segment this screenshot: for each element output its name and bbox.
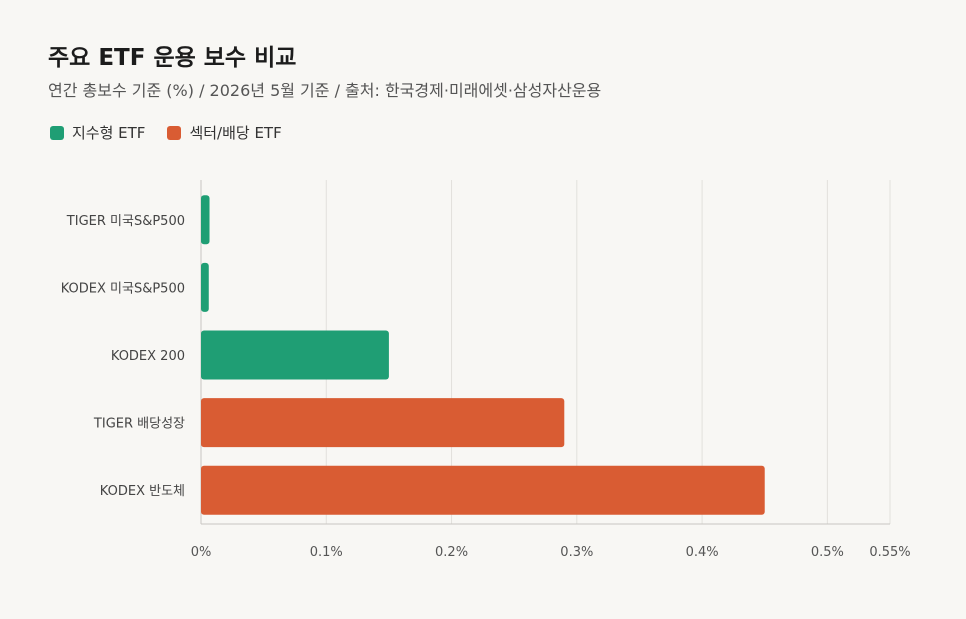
bar [201, 398, 565, 448]
legend: 지수형 ETF 섹터/배당 ETF [50, 122, 304, 143]
legend-item-index-etf: 지수형 ETF [50, 122, 145, 143]
legend-label-index-etf: 지수형 ETF [72, 124, 146, 142]
chart-title: 주요 ETF 운용 보수 비교 [48, 45, 297, 71]
x-tick-label: 0.55% [869, 545, 910, 560]
bar [201, 330, 389, 380]
x-tick-label: 0.1% [310, 545, 343, 560]
x-tick-label: 0.2% [435, 545, 468, 560]
x-tick-label: 0.5% [811, 545, 844, 560]
chart-subtitle: 연간 총보수 기준 (%) / 2026년 5월 기준 / 출처: 한국경제·미… [48, 81, 602, 100]
category-label: TIGER 배당성장 [93, 417, 185, 432]
legend-label-sector-etf: 섹터/배당 ETF [189, 124, 282, 142]
legend-swatch-index-etf [50, 125, 64, 140]
bar [201, 195, 210, 245]
x-tick-label: 0.3% [560, 545, 593, 560]
category-label: KODEX 200 [111, 349, 185, 364]
category-label: TIGER 미국S&P500 [66, 214, 185, 229]
bar [201, 262, 209, 312]
category-label: KODEX 반도체 [100, 484, 185, 499]
x-tick-label: 0.4% [686, 545, 719, 560]
legend-swatch-sector-etf [167, 125, 182, 140]
x-tick-label: 0% [191, 545, 212, 560]
legend-item-sector-etf: 섹터/배당 ETF [167, 122, 282, 143]
bar [201, 465, 765, 515]
category-label: KODEX 미국S&P500 [61, 281, 185, 296]
